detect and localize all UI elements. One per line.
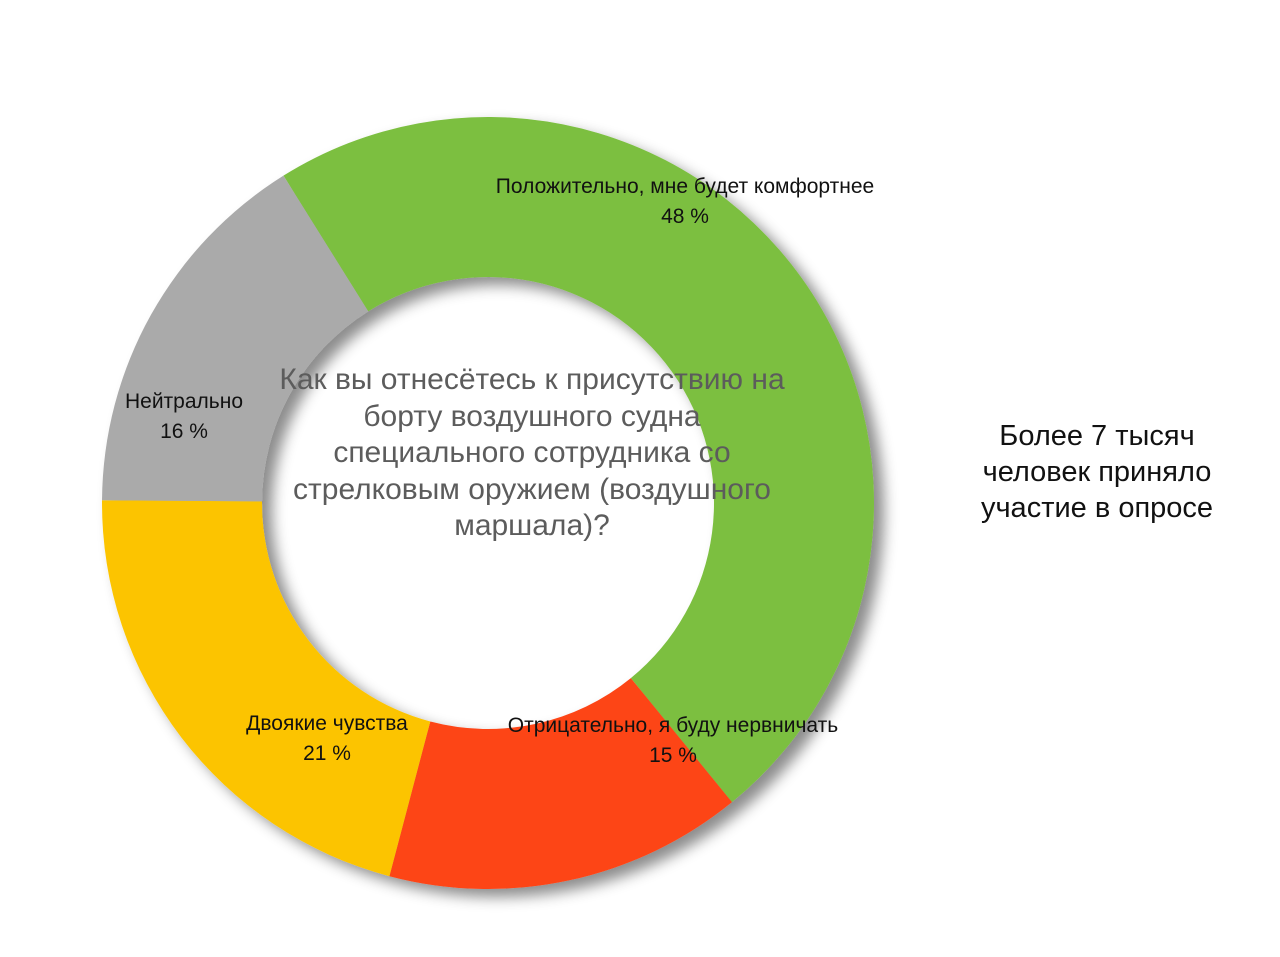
- slice-0: [283, 117, 874, 803]
- slice-value-0: 48 %: [661, 205, 709, 228]
- slice-1: [389, 678, 732, 889]
- slice-label-3: Нейтрально: [125, 390, 243, 413]
- slice-label-1: Отрицательно, я буду нервничать: [508, 714, 838, 737]
- participants-note: Более 7 тысяч человек приняло участие в …: [980, 420, 1214, 524]
- slice-2: [102, 500, 431, 877]
- slice-value-3: 16 %: [160, 420, 208, 443]
- slice-label-2: Двоякие чувства: [246, 712, 408, 735]
- slice-value-1: 15 %: [649, 744, 697, 767]
- slice-3: [102, 175, 369, 502]
- slice-label-0: Положительно, мне будет комфортнее: [496, 175, 874, 198]
- chart-question: Как вы отнесётесь к присутствию на борту…: [279, 363, 785, 542]
- slice-value-2: 21 %: [303, 742, 351, 765]
